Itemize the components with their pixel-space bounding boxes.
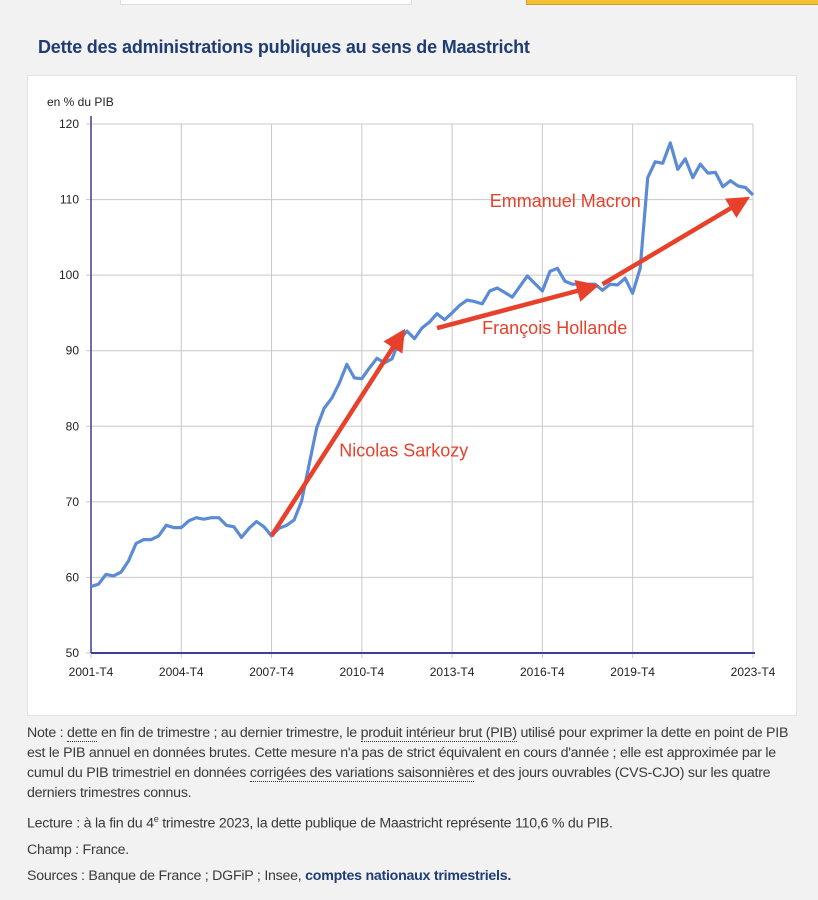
annotation-arrow (436, 279, 600, 331)
series-line-debt (90, 141, 755, 589)
tab[interactable] (120, 0, 412, 5)
y-tick-label: 100 (59, 268, 79, 282)
x-tick-label: 2007-T4 (249, 665, 294, 679)
chart-card: 50 60 70 80 90 100 110 120 2001-T4 2004-T4 2007-T4… (27, 75, 797, 716)
note-part: Note : (27, 725, 68, 741)
lecture-part: Lecture : à la fin du 4 (27, 815, 154, 832)
top-tabs (0, 0, 818, 5)
x-tick-label: 2010-T4 (339, 665, 384, 679)
x-tick-label: 2013-T4 (430, 665, 475, 679)
y-tick-label: 90 (66, 344, 80, 358)
note-text: Note : dette en fin de trimestre ; au de… (27, 723, 797, 803)
tab-active[interactable] (526, 0, 818, 5)
sources-text: Sources : Banque de France ; DGFiP ; Ins… (27, 866, 797, 886)
x-tick-label: 2001-T4 (69, 665, 114, 679)
lecture-sup: e (153, 814, 159, 824)
note-part: utilisé pour exprimer la dette en point … (27, 725, 789, 781)
glossary-link[interactable]: dette (67, 725, 98, 742)
glossary-link[interactable]: produit intérieur brut (PIB) (360, 725, 517, 742)
y-tick-label: 60 (66, 570, 80, 584)
x-tick-label: 2004-T4 (159, 665, 204, 679)
x-tick-label: 2016-T4 (520, 665, 565, 679)
annotation-label: Nicolas Sarkozy (339, 441, 468, 461)
debt-line-chart: 50 60 70 80 90 100 110 120 2001-T4 2004-T4 2007-T4… (47, 95, 776, 679)
sources-link[interactable]: comptes nationaux trimestriels. (305, 867, 512, 884)
annotation-arrow (269, 328, 406, 538)
lecture-part: trimestre 2023, la dette publique de Maa… (158, 815, 613, 832)
annotation-arrow (601, 196, 750, 287)
champ-text: Champ : France. (27, 841, 129, 858)
chart-notes: Note : dette en fin de trimestre ; au de… (27, 723, 797, 892)
glossary-link[interactable]: corrigées des variations saisonnières (249, 765, 475, 782)
note-part: en fin de trimestre ; au dernier trimest… (97, 725, 361, 741)
annotation-label: François Hollande (482, 318, 627, 338)
y-tick-label: 80 (66, 419, 80, 433)
annotation-label: Emmanuel Macron (490, 191, 641, 211)
chart-title: Dette des administrations publiques au s… (38, 37, 530, 57)
y-tick-label: 50 (66, 646, 80, 660)
x-tick-label: 2019-T4 (610, 665, 655, 679)
lecture-text: Lecture : à la fin du 4e trimestre 2023,… (27, 809, 797, 834)
y-tick-label: 110 (60, 193, 79, 207)
y-tick-label: 70 (66, 495, 80, 509)
note-part: et des jours ouvrables (CVS-CJO) sur les… (27, 765, 771, 801)
y-axis-label: en % du PIB (47, 95, 114, 109)
x-tick-label: 2023-T4 (731, 665, 776, 679)
sources-prefix: Sources : Banque de France ; DGFiP ; Ins… (27, 867, 306, 884)
y-tick-label: 120 (59, 117, 79, 131)
